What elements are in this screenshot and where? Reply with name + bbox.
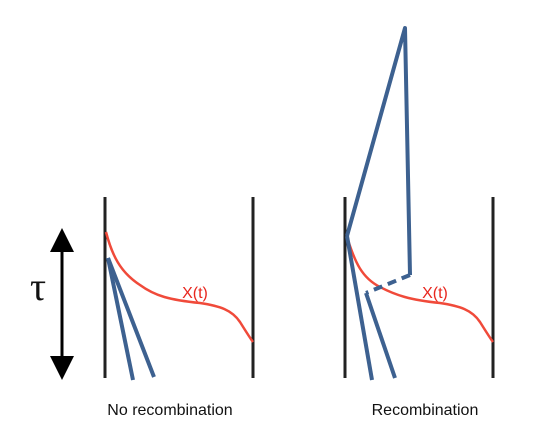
left-panel: X(t) No recombination: [103, 197, 255, 419]
right-panel: X(t) Recombination: [343, 26, 495, 419]
lineage: [106, 257, 135, 381]
lineage: [364, 292, 397, 379]
caption: No recombination: [107, 402, 232, 419]
lineage: [345, 26, 412, 276]
lineage: [106, 257, 156, 378]
recombination-link: [365, 273, 411, 295]
caption: Recombination: [372, 402, 479, 419]
curve-label: X(t): [422, 285, 448, 302]
tau-label: τ: [30, 264, 46, 309]
curve-label: X(t): [182, 285, 208, 302]
lineage: [345, 235, 374, 381]
curve: [104, 231, 255, 343]
curve: [346, 239, 495, 343]
